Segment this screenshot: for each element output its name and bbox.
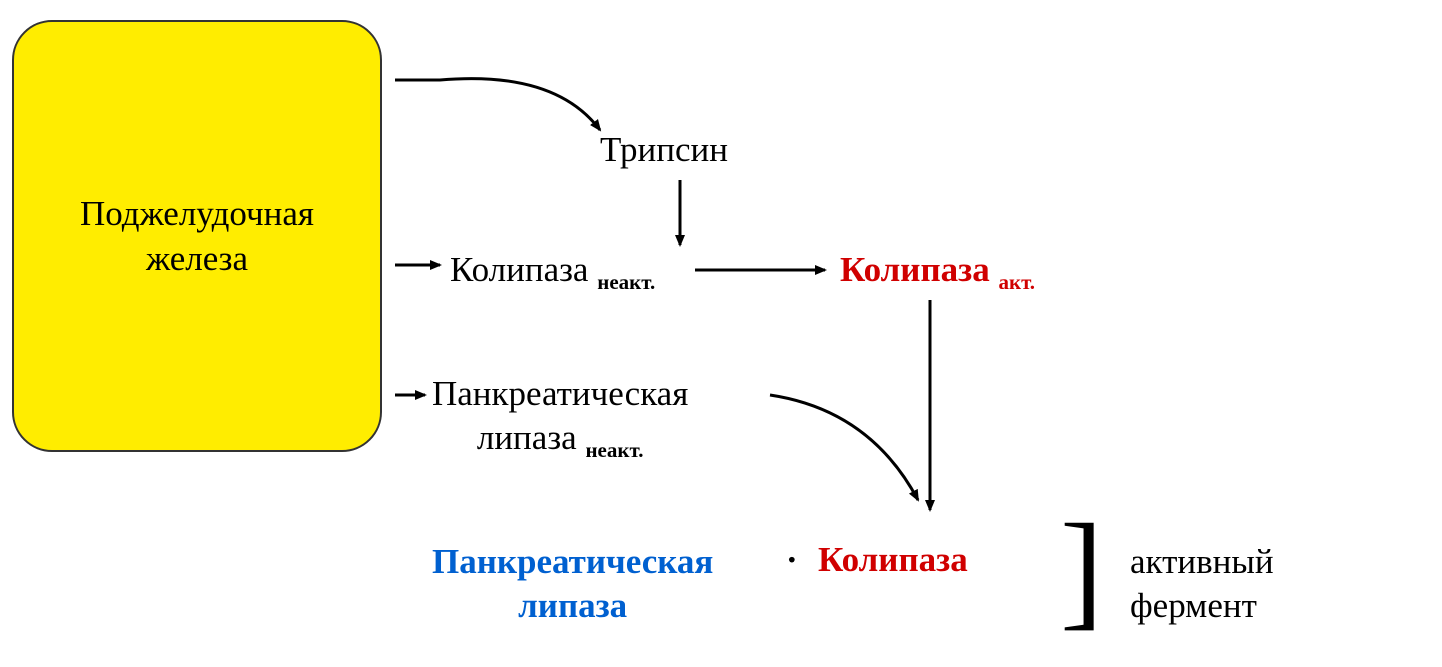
lipase-act-line2: липаза (518, 586, 627, 625)
lipase-inact-line1: Панкреатическая (432, 374, 688, 413)
colipase-act-label: Колипаза (840, 250, 990, 289)
node-colipase-complex: Колипаза (818, 540, 968, 580)
brace-char: ] (1060, 498, 1103, 642)
node-colipase-active: Колипаза акт. (840, 250, 1035, 295)
enzyme-activation-diagram: Поджелудочная железа Трипсин Колипаза не… (0, 0, 1442, 667)
node-panc-lipase-active: Панкреатическая липаза (432, 540, 713, 628)
active-enzyme-line1: активный (1130, 542, 1274, 581)
lipase-inact-line2: липаза (477, 418, 577, 457)
source-pancreas-box: Поджелудочная железа (12, 20, 382, 452)
node-panc-lipase-inactive: Панкреатическая липаза неакт. (432, 372, 688, 463)
source-label-line2: железа (80, 236, 314, 282)
colipase-inact-label: Колипаза (450, 250, 588, 289)
node-trypsin: Трипсин (600, 130, 728, 170)
node-complex-dot: · (786, 540, 798, 580)
colipase-act-sub: акт. (998, 270, 1035, 294)
arrow-src-to-trypsin (395, 79, 600, 130)
lipase-act-line1: Панкреатическая (432, 542, 713, 581)
node-colipase-inactive: Колипаза неакт. (450, 250, 655, 295)
lipase-inact-sub: неакт. (585, 438, 643, 462)
colipase-inact-sub: неакт. (597, 270, 655, 294)
colipase-final-label: Колипаза (818, 540, 968, 579)
source-label-line1: Поджелудочная (80, 191, 314, 237)
trypsin-label: Трипсин (600, 130, 728, 169)
arrow-lipase-to-active (770, 395, 918, 500)
node-active-enzyme-label: активный фермент (1130, 540, 1274, 628)
active-enzyme-line2: фермент (1130, 586, 1257, 625)
closing-brace: ] (1060, 505, 1103, 635)
dot-label: · (786, 540, 798, 579)
